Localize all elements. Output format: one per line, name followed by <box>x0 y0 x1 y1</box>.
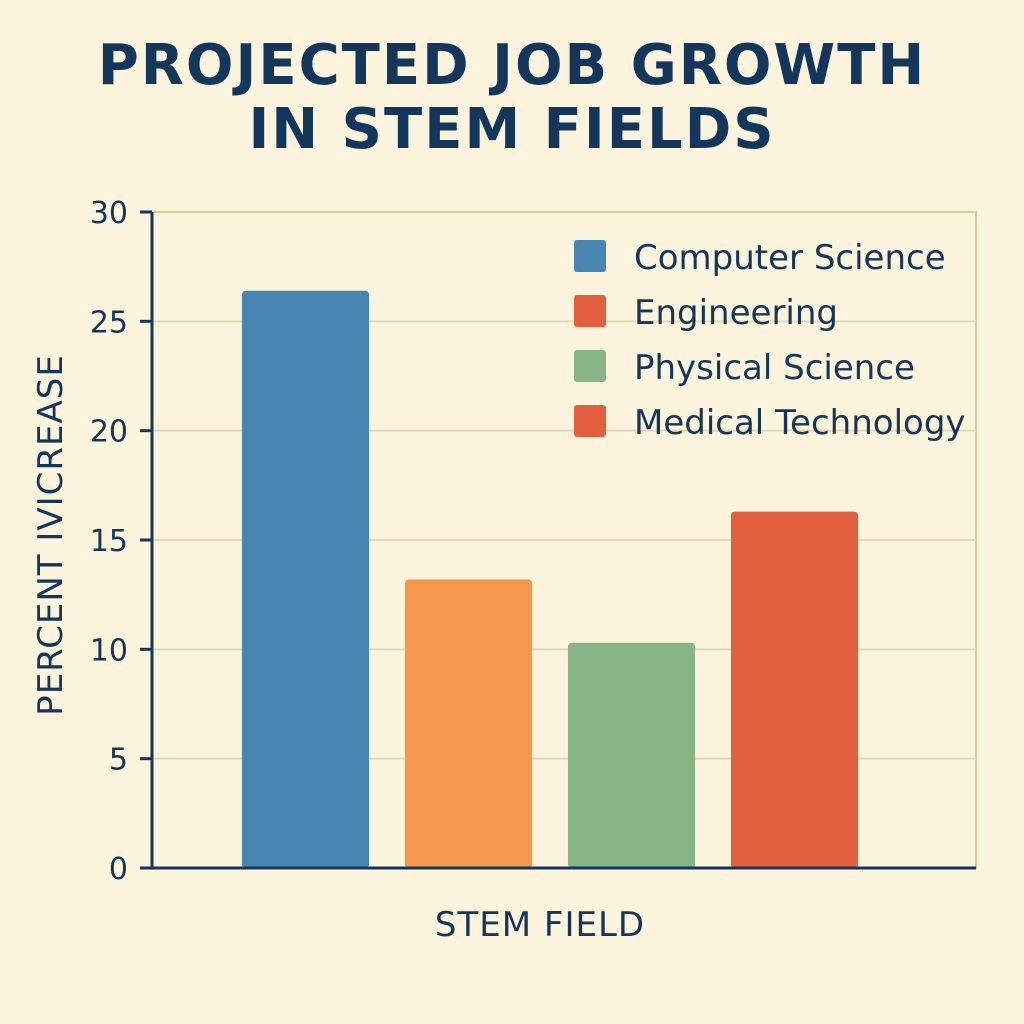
legend-swatch <box>574 405 606 437</box>
y-tick-label: 20 <box>90 415 128 450</box>
y-tick-label: 0 <box>109 852 128 887</box>
y-tick-label: 30 <box>90 196 128 231</box>
bars <box>241 290 859 869</box>
y-tick-label: 15 <box>90 524 128 559</box>
legend-label: Physical Science <box>634 348 915 388</box>
chart-title-line-1: PROJECTED JOB GROWTH <box>97 33 927 98</box>
y-ticks: 0 5 10 15 20 25 30 <box>90 196 152 887</box>
legend-label: Medical Technology <box>634 403 966 443</box>
bar-medical-technology <box>730 511 859 868</box>
chart-title: PROJECTED JOB GROWTH IN STEM FIELDS <box>0 34 1024 162</box>
legend-swatch <box>574 240 606 272</box>
legend-swatch <box>574 350 606 382</box>
bar-physical-science <box>567 642 696 868</box>
bar-computer-science <box>241 290 370 869</box>
legend-swatch <box>574 295 606 327</box>
y-tick-label: 5 <box>109 743 128 778</box>
y-tick-label: 25 <box>90 305 128 340</box>
legend-label: Engineering <box>634 293 838 333</box>
legend: Computer Science Engineering Physical Scie… <box>574 238 966 443</box>
y-axis-label: PERCENT IVICREASE <box>31 354 71 716</box>
x-axis-label: STEM FIELD <box>435 905 645 945</box>
y-tick-label: 10 <box>90 633 128 668</box>
chart-title-line-2: IN STEM FIELDS <box>248 97 776 162</box>
bar-engineering <box>404 579 533 868</box>
legend-label: Computer Science <box>634 238 946 278</box>
